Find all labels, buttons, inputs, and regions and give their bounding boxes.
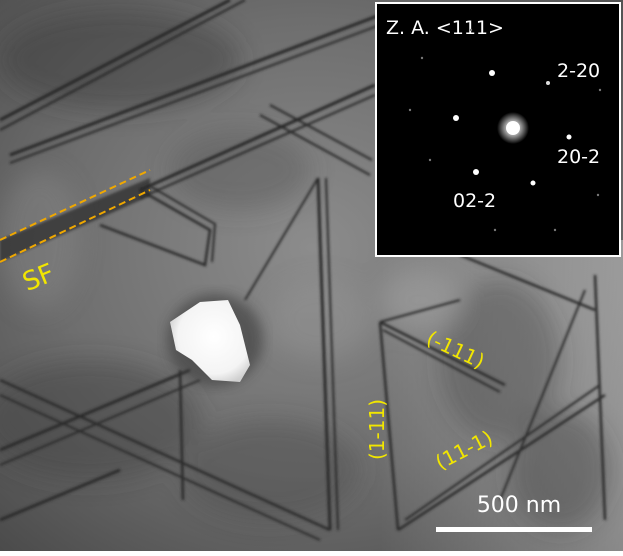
scale-bar-label: 500 nm [477,493,561,518]
scale-bar: 500 nm [436,493,592,532]
plane-label: (1-11) [365,399,389,460]
diagonal-defect-lines [0,0,381,199]
diffraction-spots [408,28,602,232]
spot-label: 20-2 [557,146,600,168]
spot-label: 2-20 [557,60,600,82]
stacking-fault-band [0,178,150,262]
zone-axis-label: Z. A. <111> [386,17,504,39]
triangular-faults [0,177,607,541]
saed-inset: Z. A. <111> 2-20 20-2 02-2 [375,2,621,257]
bright-hole [167,294,263,386]
stacking-fault-outline [0,169,151,263]
spot-label: 02-2 [453,190,496,212]
scale-bar-line [436,527,592,532]
contrast-mottling [0,10,610,530]
